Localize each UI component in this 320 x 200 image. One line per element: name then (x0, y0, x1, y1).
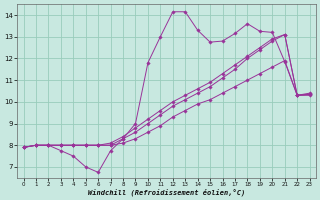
X-axis label: Windchill (Refroidissement éolien,°C): Windchill (Refroidissement éolien,°C) (88, 188, 245, 196)
